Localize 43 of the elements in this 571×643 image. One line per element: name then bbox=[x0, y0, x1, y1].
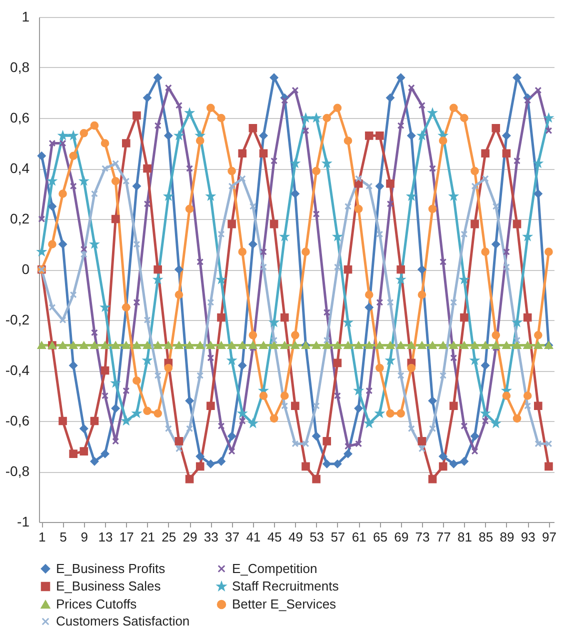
y-tick-label: 0,8 bbox=[10, 59, 30, 75]
y-tick-label: 0,2 bbox=[10, 210, 30, 226]
x-tick-label: 5 bbox=[60, 530, 67, 544]
x-tick-label: 53 bbox=[310, 530, 324, 544]
legend-label: Customers Satisfaction bbox=[56, 614, 190, 628]
y-tick-label: 1 bbox=[22, 8, 30, 24]
legend-label: E_Business Sales bbox=[56, 578, 162, 594]
y-tick-label: 0 bbox=[22, 261, 30, 277]
x-tick-label: 89 bbox=[500, 530, 514, 544]
x-tick-label: 97 bbox=[542, 530, 556, 544]
x-tick-label: 77 bbox=[436, 530, 451, 544]
x-tick-label: 73 bbox=[415, 530, 430, 544]
legend-label: E_Competition bbox=[232, 560, 318, 576]
legend-label: Staff Recruitments bbox=[232, 578, 340, 594]
x-tick-label: 49 bbox=[288, 530, 303, 544]
y-tick-label: 0,6 bbox=[10, 110, 30, 126]
x-tick-label: 9 bbox=[80, 530, 88, 544]
x-tick-label: 85 bbox=[478, 530, 494, 544]
x-tick-label: 37 bbox=[225, 530, 240, 544]
x-tick-label: 41 bbox=[246, 530, 261, 544]
x-tick-label: 17 bbox=[119, 530, 134, 544]
legend-label: Prices Cutoffs bbox=[56, 596, 138, 612]
x-tick-label: 65 bbox=[372, 530, 388, 544]
y-tick-label: -0,2 bbox=[5, 312, 30, 328]
x-tick-label: 21 bbox=[140, 530, 156, 544]
x-tick-label: 57 bbox=[330, 530, 346, 544]
x-tick-label: 93 bbox=[520, 530, 536, 544]
y-tick-label: -0,4 bbox=[5, 362, 30, 378]
x-tick-label: 1 bbox=[38, 530, 46, 544]
x-tick-label: 45 bbox=[267, 530, 282, 544]
x-tick-label: 69 bbox=[394, 530, 409, 544]
y-tick-label: -1 bbox=[17, 514, 30, 530]
legend-label: Better E_Services bbox=[232, 596, 337, 612]
x-tick-label: 25 bbox=[162, 530, 176, 544]
legend-label: E_Business Profits bbox=[56, 560, 166, 576]
y-tick-label: -0,8 bbox=[5, 463, 30, 479]
x-tick-label: 61 bbox=[352, 530, 366, 544]
y-tick-label: -0,6 bbox=[5, 412, 30, 428]
x-tick-label: 81 bbox=[457, 530, 472, 544]
x-tick-label: 13 bbox=[98, 530, 113, 544]
x-tick-label: 29 bbox=[182, 530, 198, 544]
y-tick-label: 0,4 bbox=[10, 160, 30, 176]
x-tick-label: 33 bbox=[204, 530, 218, 544]
